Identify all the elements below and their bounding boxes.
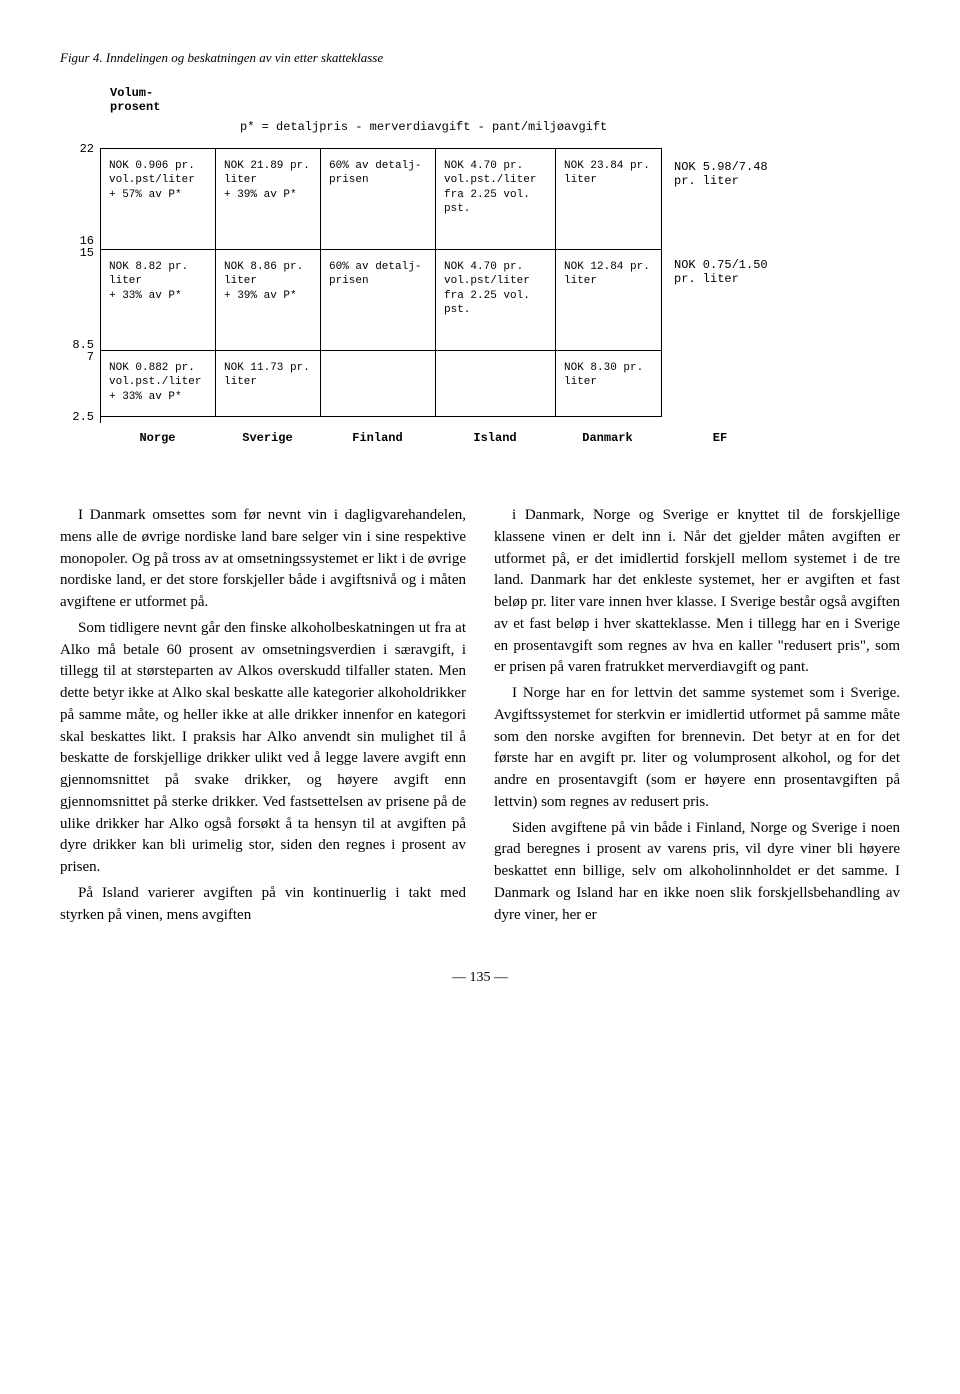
chart-cell: 60% av detalj-prisen	[321, 149, 436, 249]
x-tick-label: Island	[435, 431, 555, 445]
y-axis-labels: 2216158.572.5	[60, 148, 100, 413]
chart-cell: NOK 21.89 pr.liter+ 39% av P*	[216, 149, 321, 249]
body-paragraph: i Danmark, Norge og Sverige er knyttet t…	[494, 505, 900, 679]
side-label: NOK 0.75/1.50pr. liter	[674, 258, 794, 286]
body-text: I Danmark omsettes som før nevnt vin i d…	[60, 505, 900, 930]
x-tick-label: Sverige	[215, 431, 320, 445]
right-column: i Danmark, Norge og Sverige er knyttet t…	[494, 505, 900, 930]
body-paragraph: Som tidligere nevnt går den finske alkoh…	[60, 618, 466, 879]
yaxis-title: Volum-prosent	[110, 86, 900, 114]
chart-cell	[436, 351, 556, 416]
chart-grid: NOK 0.906 pr.vol.pst/liter+ 57% av P*NOK…	[100, 148, 662, 417]
x-tick-label: Danmark	[555, 431, 660, 445]
body-paragraph: I Norge har en for lettvin det samme sys…	[494, 683, 900, 814]
chart-cell: NOK 8.86 pr.liter+ 39% av P*	[216, 250, 321, 350]
chart-cell: NOK 12.84 pr.liter	[556, 250, 661, 350]
body-paragraph: I Danmark omsettes som før nevnt vin i d…	[60, 505, 466, 614]
chart: Volum-prosent p* = detaljpris - merverdi…	[60, 86, 900, 445]
y-tick-label: 7	[87, 350, 94, 364]
body-paragraph: Siden avgiftene på vin både i Finland, N…	[494, 818, 900, 927]
formula: p* = detaljpris - merverdiavgift - pant/…	[240, 120, 900, 134]
chart-cell: NOK 0.906 pr.vol.pst/liter+ 57% av P*	[101, 149, 216, 249]
chart-cell: NOK 4.70 pr.vol.pst/literfra 2.25 vol.ps…	[436, 250, 556, 350]
left-column: I Danmark omsettes som før nevnt vin i d…	[60, 505, 466, 930]
x-axis-labels: NorgeSverigeFinlandIslandDanmarkEF	[100, 431, 900, 445]
chart-cell: NOK 0.882 pr.vol.pst./liter+ 33% av P*	[101, 351, 216, 416]
y-tick-label: 2.5	[72, 410, 94, 424]
body-paragraph: På Island varierer avgiften på vin konti…	[60, 883, 466, 927]
x-tick-label: Norge	[100, 431, 215, 445]
x-tick-label: Finland	[320, 431, 435, 445]
chart-cell	[321, 351, 436, 416]
chart-cell: NOK 23.84 pr.liter	[556, 149, 661, 249]
page-number: — 135 —	[60, 970, 900, 986]
chart-cell: NOK 8.30 pr.liter	[556, 351, 661, 416]
figure-caption: Figur 4. Inndelingen og beskatningen av …	[60, 50, 900, 66]
chart-cell: NOK 4.70 pr.vol.pst./literfra 2.25 vol.p…	[436, 149, 556, 249]
x-tick-label: EF	[660, 431, 780, 445]
chart-cell: NOK 11.73 pr.liter	[216, 351, 321, 416]
y-tick-label: 15	[80, 246, 94, 260]
y-tick-label: 22	[80, 142, 94, 156]
side-label: NOK 5.98/7.48pr. liter	[674, 160, 794, 188]
chart-cell: NOK 8.82 pr.liter+ 33% av P*	[101, 250, 216, 350]
chart-cell: 60% av detalj-prisen	[321, 250, 436, 350]
